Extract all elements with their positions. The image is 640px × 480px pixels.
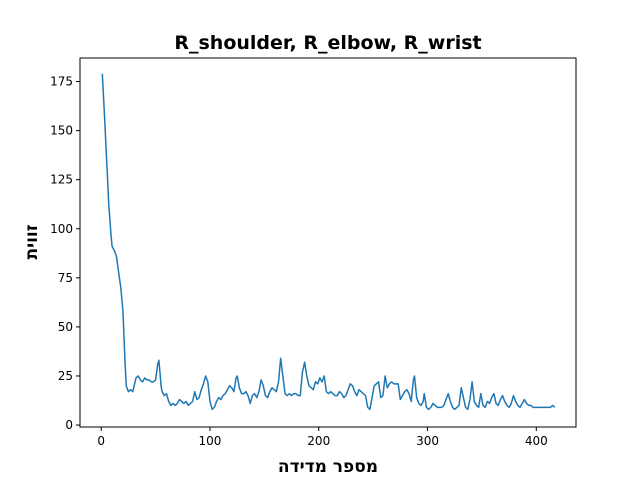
series-line-0 — [101, 73, 556, 411]
y-axis-label: זווית — [22, 224, 42, 259]
x-tick-label: 200 — [307, 434, 330, 448]
x-tick-label: 0 — [97, 434, 105, 448]
y-tick-label: 50 — [58, 320, 73, 334]
x-axis-label: מספר מדידה — [278, 457, 378, 477]
y-tick-label: 150 — [50, 124, 73, 138]
y-tick-label: 100 — [50, 222, 73, 236]
x-tick-label: 100 — [199, 434, 222, 448]
x-tick-label: 300 — [416, 434, 439, 448]
x-tick-label: 400 — [525, 434, 548, 448]
y-tick-label: 75 — [58, 271, 73, 285]
ticks-layer: 0 100 200 300 400 0 25 50 75 100 125 150 175 — [50, 75, 548, 448]
plot-frame — [79, 57, 577, 428]
y-tick-label: 125 — [50, 173, 73, 187]
chart-title: R_shoulder, R_elbow, R_wrist — [174, 32, 481, 54]
plot-layer — [101, 73, 556, 411]
y-tick-label: 25 — [58, 369, 73, 383]
y-tick-label: 0 — [65, 418, 73, 432]
y-tick-label: 175 — [50, 75, 73, 89]
